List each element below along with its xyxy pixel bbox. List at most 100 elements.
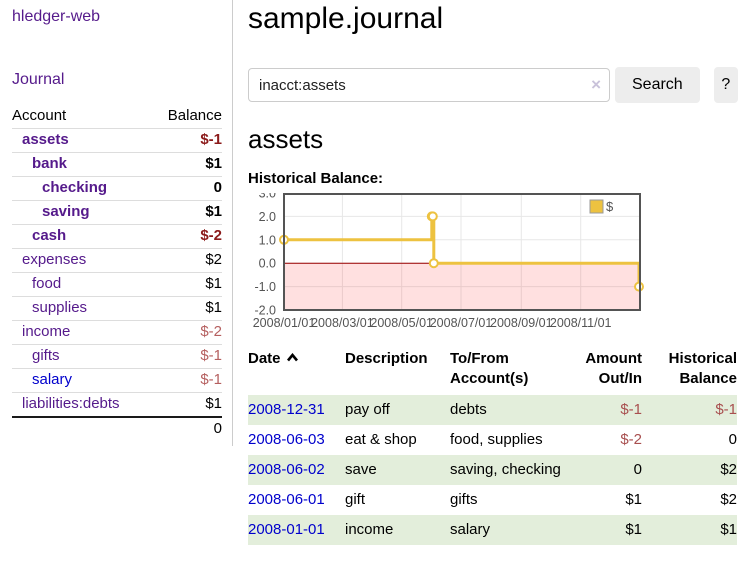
accounts-total-row: 0 bbox=[12, 416, 222, 441]
accounts-total-balance: 0 bbox=[151, 416, 222, 441]
account-link[interactable]: assets bbox=[22, 131, 69, 148]
clear-search-icon[interactable]: × bbox=[591, 75, 601, 94]
svg-text:0.0: 0.0 bbox=[259, 257, 276, 271]
account-row-gifts: gifts $-1 bbox=[12, 344, 222, 369]
register-row: 2008-06-02 save saving, checking 0 $2 bbox=[248, 455, 737, 485]
account-row-income: income $-2 bbox=[12, 320, 222, 345]
svg-text:-2.0: -2.0 bbox=[254, 304, 276, 318]
account-balance: $1 bbox=[151, 152, 222, 177]
account-link[interactable]: supplies bbox=[32, 299, 88, 316]
account-row-checking: checking 0 bbox=[12, 176, 222, 201]
transaction-date-link[interactable]: 2008-06-03 bbox=[248, 431, 325, 448]
column-header-balance[interactable]: Historical Balance bbox=[668, 350, 737, 387]
account-row-salary: salary $-1 bbox=[12, 368, 222, 393]
account-row-supplies: supplies $1 bbox=[12, 296, 222, 321]
svg-text:2008/03/01: 2008/03/01 bbox=[311, 316, 374, 330]
transaction-accounts: food, supplies bbox=[450, 431, 543, 448]
sidebar: hledger-web Journal Account Balance asse… bbox=[0, 0, 233, 446]
transaction-balance: $-1 bbox=[715, 401, 737, 418]
account-balance: $1 bbox=[151, 272, 222, 297]
account-balance: $-1 bbox=[151, 344, 222, 369]
account-link[interactable]: expenses bbox=[22, 251, 87, 268]
account-row-assets: assets $-1 bbox=[12, 128, 222, 153]
transaction-date-link[interactable]: 2008-01-01 bbox=[248, 521, 325, 538]
account-balance: $2 bbox=[151, 248, 222, 273]
sort-ascending-icon bbox=[286, 349, 299, 366]
register-row: 2008-12-31 pay off debts $-1 $-1 bbox=[248, 395, 737, 425]
main-content: sample.journal × Search ? assets Histori… bbox=[248, 0, 738, 545]
transaction-description: pay off bbox=[345, 401, 390, 418]
account-link[interactable]: checking bbox=[42, 179, 108, 196]
search-button[interactable]: Search bbox=[615, 67, 700, 103]
account-row-cash: cash $-2 bbox=[12, 224, 222, 249]
account-row-food: food $1 bbox=[12, 272, 222, 297]
account-heading: assets bbox=[248, 124, 324, 154]
account-balance: $-1 bbox=[151, 368, 222, 393]
search-input[interactable] bbox=[248, 68, 610, 102]
account-balance: $-1 bbox=[151, 128, 222, 153]
balance-column-header: Balance bbox=[151, 104, 222, 129]
transaction-accounts: salary bbox=[450, 521, 491, 538]
svg-text:2008/09/01: 2008/09/01 bbox=[490, 316, 553, 330]
account-row-expenses: expenses $2 bbox=[12, 248, 222, 273]
transaction-balance: 0 bbox=[728, 431, 737, 448]
column-header-accounts[interactable]: To/From Account(s) bbox=[450, 350, 529, 387]
accounts-table: Account Balance assets $-1 bank $1 check… bbox=[12, 104, 222, 441]
account-link[interactable]: saving bbox=[42, 203, 90, 220]
account-row-bank: bank $1 bbox=[12, 152, 222, 177]
svg-text:1.0: 1.0 bbox=[259, 233, 276, 247]
svg-text:2008/05/01: 2008/05/01 bbox=[370, 316, 433, 330]
search-form: × Search ? bbox=[248, 67, 738, 103]
brand-link[interactable]: hledger-web bbox=[12, 8, 101, 25]
register-row: 2008-06-03 eat & shop food, supplies $-2… bbox=[248, 425, 737, 455]
transaction-date-link[interactable]: 2008-12-31 bbox=[248, 401, 325, 418]
account-balance: $1 bbox=[151, 392, 222, 418]
help-button[interactable]: ? bbox=[713, 67, 738, 103]
register-header-row: Date Description To/From Account(s) Amou… bbox=[248, 347, 737, 395]
account-balance: $1 bbox=[151, 200, 222, 225]
column-header-description[interactable]: Description bbox=[345, 350, 428, 367]
transaction-description: eat & shop bbox=[345, 431, 417, 448]
account-link[interactable]: liabilities:debts bbox=[22, 395, 120, 412]
transaction-amount: $1 bbox=[625, 521, 642, 538]
transaction-description: save bbox=[345, 461, 377, 478]
sidebar-item-journal[interactable]: Journal bbox=[12, 71, 65, 88]
account-link[interactable]: cash bbox=[32, 227, 67, 244]
account-row-liabilities-debts: liabilities:debts $1 bbox=[12, 392, 222, 418]
transaction-accounts: gifts bbox=[450, 491, 478, 508]
account-row-saving: saving $1 bbox=[12, 200, 222, 225]
svg-text:2008/01/01: 2008/01/01 bbox=[253, 316, 316, 330]
account-link[interactable]: salary bbox=[32, 371, 73, 388]
account-balance: $-2 bbox=[151, 224, 222, 249]
transaction-balance: $1 bbox=[720, 521, 737, 538]
account-balance: 0 bbox=[151, 176, 222, 201]
account-link[interactable]: gifts bbox=[32, 347, 60, 364]
transaction-amount: $-1 bbox=[620, 401, 642, 418]
register-row: 2008-06-01 gift gifts $1 $2 bbox=[248, 485, 737, 515]
accounts-column-header: Account bbox=[12, 104, 152, 129]
chart-title: Historical Balance: bbox=[248, 170, 384, 187]
svg-text:2.0: 2.0 bbox=[259, 210, 276, 224]
account-link[interactable]: food bbox=[32, 275, 62, 292]
transaction-amount: $-2 bbox=[620, 431, 642, 448]
svg-text:3.0: 3.0 bbox=[259, 193, 276, 201]
column-header-amount[interactable]: Amount Out/In bbox=[585, 350, 642, 387]
transaction-accounts: debts bbox=[450, 401, 487, 418]
page-title: sample.journal bbox=[248, 2, 444, 35]
transaction-balance: $2 bbox=[720, 491, 737, 508]
account-balance: $1 bbox=[151, 296, 222, 321]
historical-balance-chart: $3.0 2.0 1.0 0.0 -1.0 -2.0 2008/01/01 2008/03/0… bbox=[248, 187, 650, 336]
account-link[interactable]: bank bbox=[32, 155, 68, 172]
svg-text:$: $ bbox=[606, 199, 614, 214]
register-row: 2008-01-01 income salary $1 $1 bbox=[248, 515, 737, 545]
transaction-description: gift bbox=[345, 491, 366, 508]
transaction-amount: 0 bbox=[633, 461, 642, 478]
transaction-date-link[interactable]: 2008-06-02 bbox=[248, 461, 325, 478]
column-header-date[interactable]: Date bbox=[248, 347, 345, 395]
account-balance: $-2 bbox=[151, 320, 222, 345]
transaction-balance: $2 bbox=[720, 461, 737, 478]
transaction-date-link[interactable]: 2008-06-01 bbox=[248, 491, 325, 508]
account-link[interactable]: income bbox=[22, 323, 71, 340]
transaction-amount: $1 bbox=[625, 491, 642, 508]
register-table: Date Description To/From Account(s) Amou… bbox=[248, 347, 737, 545]
